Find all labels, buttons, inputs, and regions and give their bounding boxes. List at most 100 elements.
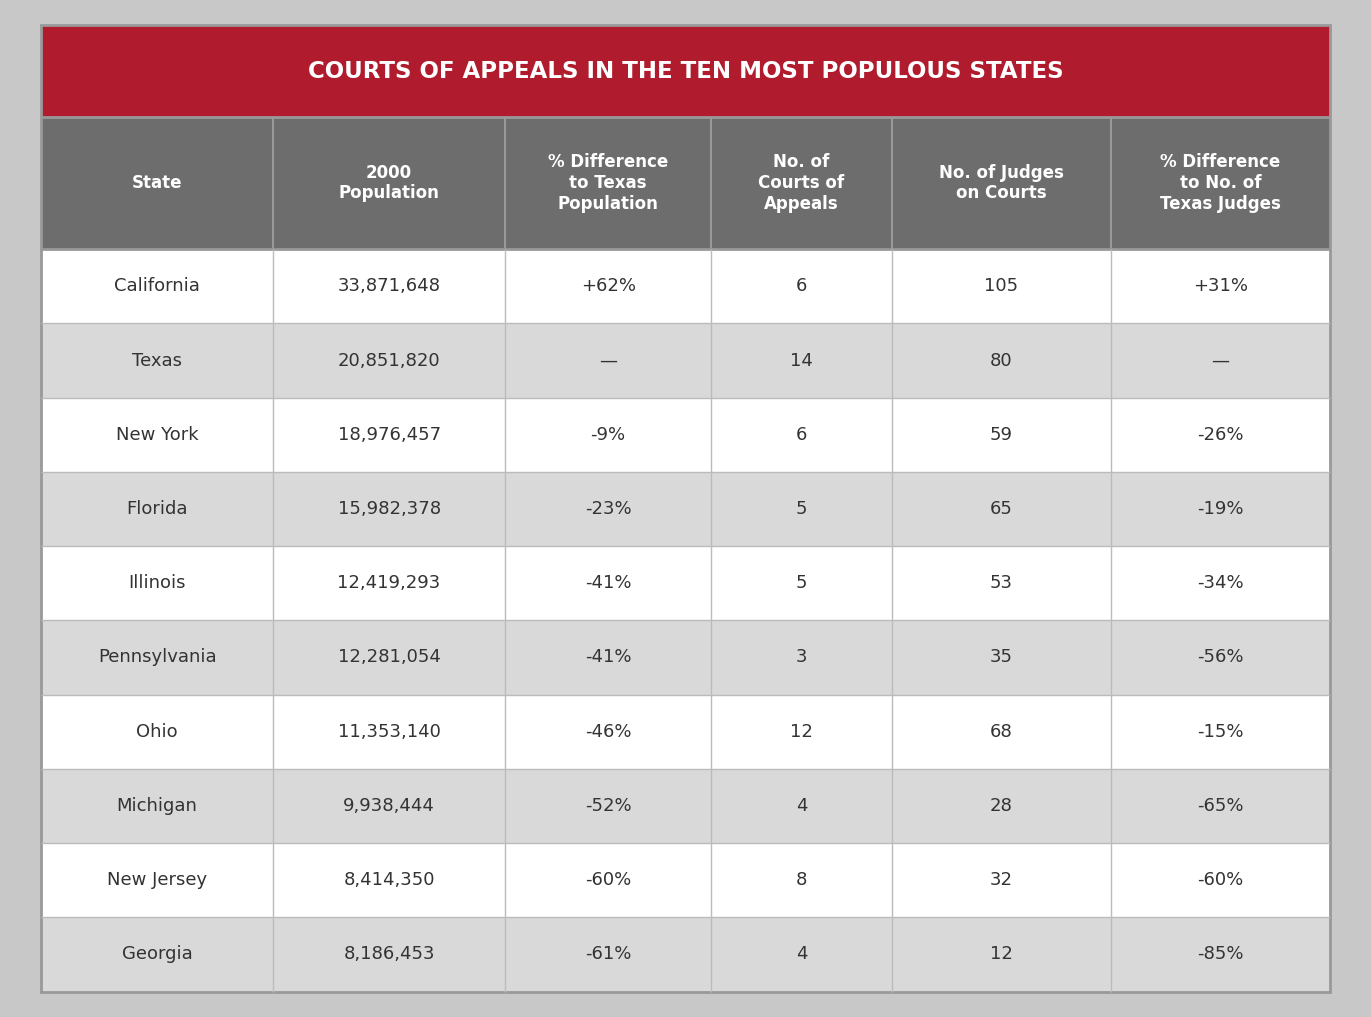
Bar: [273, 695, 505, 769]
Text: 15,982,378: 15,982,378: [337, 500, 440, 518]
Text: -60%: -60%: [1197, 872, 1243, 889]
Bar: [505, 472, 712, 546]
Bar: [41, 117, 273, 249]
Bar: [41, 843, 273, 917]
Text: Michigan: Michigan: [117, 797, 197, 815]
Bar: [891, 546, 1111, 620]
Bar: [891, 398, 1111, 472]
Text: 80: 80: [990, 352, 1013, 369]
Text: —: —: [599, 352, 617, 369]
Bar: [505, 546, 712, 620]
Bar: [273, 117, 505, 249]
Text: 18,976,457: 18,976,457: [337, 426, 440, 443]
Bar: [1111, 249, 1330, 323]
Text: 12: 12: [990, 946, 1013, 963]
Text: 32: 32: [990, 872, 1013, 889]
Bar: [505, 249, 712, 323]
Bar: [505, 917, 712, 992]
Text: % Difference
to Texas
Population: % Difference to Texas Population: [548, 154, 668, 213]
Bar: [41, 25, 1330, 117]
Bar: [273, 620, 505, 695]
Bar: [505, 769, 712, 843]
Bar: [1111, 843, 1330, 917]
Text: -56%: -56%: [1197, 649, 1243, 666]
Bar: [712, 472, 891, 546]
Bar: [712, 695, 891, 769]
Text: Georgia: Georgia: [122, 946, 192, 963]
Bar: [41, 620, 273, 695]
Bar: [505, 620, 712, 695]
Text: 6: 6: [795, 426, 808, 443]
Text: Pennsylvania: Pennsylvania: [97, 649, 217, 666]
Bar: [273, 323, 505, 398]
Text: Florida: Florida: [126, 500, 188, 518]
Text: State: State: [132, 174, 182, 192]
Bar: [712, 398, 891, 472]
Text: -23%: -23%: [585, 500, 632, 518]
Bar: [505, 843, 712, 917]
Text: New Jersey: New Jersey: [107, 872, 207, 889]
Text: -26%: -26%: [1197, 426, 1243, 443]
Text: New York: New York: [115, 426, 199, 443]
Bar: [273, 843, 505, 917]
Bar: [41, 249, 273, 323]
Text: -41%: -41%: [585, 575, 632, 592]
Text: -34%: -34%: [1197, 575, 1243, 592]
Text: -60%: -60%: [585, 872, 631, 889]
Bar: [273, 917, 505, 992]
Text: 5: 5: [795, 500, 808, 518]
Text: 11,353,140: 11,353,140: [337, 723, 440, 740]
Bar: [891, 695, 1111, 769]
Bar: [41, 323, 273, 398]
Bar: [1111, 323, 1330, 398]
Text: 8: 8: [795, 872, 808, 889]
Text: 2000
Population: 2000 Population: [339, 164, 440, 202]
Bar: [891, 472, 1111, 546]
Text: 12,419,293: 12,419,293: [337, 575, 440, 592]
Text: 6: 6: [795, 278, 808, 295]
Text: -19%: -19%: [1197, 500, 1243, 518]
Bar: [891, 249, 1111, 323]
Text: 5: 5: [795, 575, 808, 592]
Bar: [41, 398, 273, 472]
Bar: [1111, 917, 1330, 992]
Bar: [505, 398, 712, 472]
Text: 12: 12: [790, 723, 813, 740]
Bar: [891, 323, 1111, 398]
Bar: [505, 117, 712, 249]
Bar: [712, 546, 891, 620]
Text: % Difference
to No. of
Texas Judges: % Difference to No. of Texas Judges: [1160, 154, 1281, 213]
Bar: [891, 769, 1111, 843]
Text: Texas: Texas: [132, 352, 182, 369]
Bar: [1111, 472, 1330, 546]
Bar: [273, 249, 505, 323]
Text: 9,938,444: 9,938,444: [343, 797, 435, 815]
Text: 28: 28: [990, 797, 1013, 815]
Bar: [1111, 546, 1330, 620]
Text: -9%: -9%: [591, 426, 625, 443]
Bar: [41, 769, 273, 843]
Bar: [712, 249, 891, 323]
Text: -41%: -41%: [585, 649, 632, 666]
Bar: [273, 398, 505, 472]
Bar: [891, 843, 1111, 917]
Bar: [891, 620, 1111, 695]
Text: 59: 59: [990, 426, 1013, 443]
Text: 65: 65: [990, 500, 1013, 518]
Text: 12,281,054: 12,281,054: [337, 649, 440, 666]
Text: California: California: [114, 278, 200, 295]
Text: 3: 3: [795, 649, 808, 666]
Text: 4: 4: [795, 797, 808, 815]
Text: 68: 68: [990, 723, 1013, 740]
Bar: [1111, 695, 1330, 769]
Text: -65%: -65%: [1197, 797, 1243, 815]
Text: No. of Judges
on Courts: No. of Judges on Courts: [939, 164, 1064, 202]
Bar: [712, 117, 891, 249]
Text: +62%: +62%: [581, 278, 636, 295]
Bar: [1111, 117, 1330, 249]
Bar: [1111, 769, 1330, 843]
Bar: [41, 917, 273, 992]
Bar: [505, 695, 712, 769]
Text: 8,414,350: 8,414,350: [343, 872, 435, 889]
Bar: [41, 546, 273, 620]
